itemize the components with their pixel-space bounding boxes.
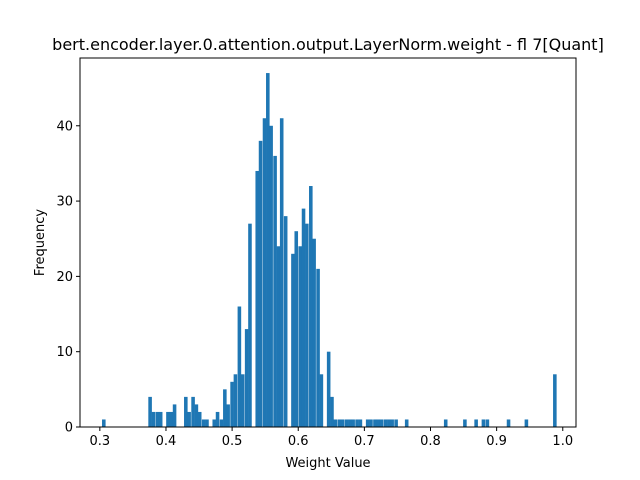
- histogram-bar: [212, 419, 217, 427]
- histogram-bar: [184, 396, 188, 427]
- histogram-bar: [194, 404, 199, 427]
- histogram-bar: [244, 329, 249, 427]
- histogram-bar: [524, 419, 529, 427]
- x-tick-label: 1.0: [552, 434, 573, 449]
- axes-frame: [79, 57, 577, 428]
- histogram-bar: [151, 411, 156, 427]
- histogram-bar: [355, 419, 359, 427]
- histogram-bar: [443, 419, 448, 427]
- histogram-bar: [358, 419, 363, 427]
- histogram-bar: [309, 186, 313, 427]
- histogram-bar: [326, 351, 331, 427]
- histogram-bar: [369, 419, 373, 427]
- histogram-bar: [387, 419, 391, 427]
- histogram-bar: [276, 246, 281, 427]
- histogram-bar: [283, 216, 288, 427]
- histogram-bar: [102, 419, 106, 427]
- histogram-bar: [481, 419, 486, 427]
- histogram-bar: [279, 118, 284, 428]
- y-tick-label: 40: [56, 119, 73, 134]
- histogram-bar: [404, 419, 409, 427]
- histogram-bar: [291, 253, 295, 427]
- y-tick-label: 30: [56, 195, 73, 210]
- histogram-bar: [305, 223, 309, 427]
- y-tick-label: 0: [65, 421, 73, 436]
- histogram-bar: [197, 411, 202, 427]
- histogram-bar: [379, 419, 384, 427]
- histogram-bar: [148, 396, 152, 427]
- histogram-bar: [376, 419, 381, 427]
- x-axis-ticks: 0.3 0.4 0.5 0.6 0.7 0.8 0.9 1.0: [89, 427, 573, 449]
- y-tick-label: 20: [56, 270, 73, 285]
- histogram-bar: [158, 411, 163, 427]
- histogram-bar: [344, 419, 349, 427]
- histogram-bar: [312, 238, 316, 427]
- histogram-bar: [273, 155, 277, 427]
- histogram-bar: [330, 396, 334, 427]
- histogram-bar: [337, 419, 342, 427]
- histogram-bar: [215, 411, 220, 427]
- histogram-bar: [201, 419, 206, 427]
- x-tick-label: 0.3: [89, 434, 110, 449]
- histogram-bar: [269, 125, 273, 427]
- histogram-bar: [223, 389, 227, 427]
- histogram-bar: [258, 140, 263, 427]
- histogram-bar: [351, 419, 355, 427]
- histogram-bar: [233, 374, 238, 427]
- chart-title: bert.encoder.layer.0.attention.output.La…: [52, 35, 604, 54]
- histogram-bar: [255, 170, 260, 427]
- x-tick-label: 0.9: [486, 434, 507, 449]
- y-tick-label: 10: [56, 345, 73, 360]
- histogram-bar: [240, 374, 245, 427]
- histogram-bar: [262, 118, 267, 428]
- histogram-bar: [474, 419, 478, 427]
- histogram-bar: [187, 411, 191, 427]
- histogram-bar: [205, 419, 209, 427]
- histogram-bar: [266, 73, 270, 427]
- histogram-bar: [506, 419, 511, 427]
- y-axis-ticks: 0 10 20 30 40: [56, 119, 80, 436]
- histogram-bar: [155, 411, 160, 427]
- histogram-bar: [294, 231, 299, 427]
- histogram-bar: [390, 419, 394, 427]
- histogram-bar: [230, 381, 234, 427]
- histogram-bar: [365, 419, 370, 427]
- x-tick-label: 0.6: [288, 434, 309, 449]
- histogram-bar: [298, 246, 303, 427]
- y-axis-label: Frequency: [33, 209, 48, 276]
- histogram-bar: [172, 404, 177, 427]
- histogram-bar: [394, 419, 398, 427]
- bars-group: [102, 73, 557, 428]
- histogram-bar: [301, 208, 306, 427]
- histogram-bar: [248, 223, 252, 427]
- histogram-bar: [191, 396, 195, 427]
- histogram-bar: [237, 306, 242, 427]
- histogram-bar: [319, 374, 324, 427]
- histogram-bar: [316, 268, 320, 427]
- histogram-bar: [553, 374, 557, 427]
- histogram-bar: [340, 419, 345, 427]
- histogram-bar: [463, 419, 467, 427]
- x-tick-label: 0.7: [354, 434, 375, 449]
- histogram-bar: [226, 404, 230, 427]
- x-tick-label: 0.8: [420, 434, 441, 449]
- histogram-bar: [348, 419, 352, 427]
- x-axis-label: Weight Value: [285, 456, 370, 471]
- x-tick-label: 0.5: [222, 434, 243, 449]
- histogram-bar: [166, 411, 170, 427]
- histogram-bar: [383, 419, 388, 427]
- histogram-bar: [333, 419, 338, 427]
- histogram-bar: [373, 419, 377, 427]
- histogram-bar: [219, 419, 224, 427]
- histogram-bar: [485, 419, 490, 427]
- histogram-bar: [169, 411, 174, 427]
- x-tick-label: 0.4: [156, 434, 177, 449]
